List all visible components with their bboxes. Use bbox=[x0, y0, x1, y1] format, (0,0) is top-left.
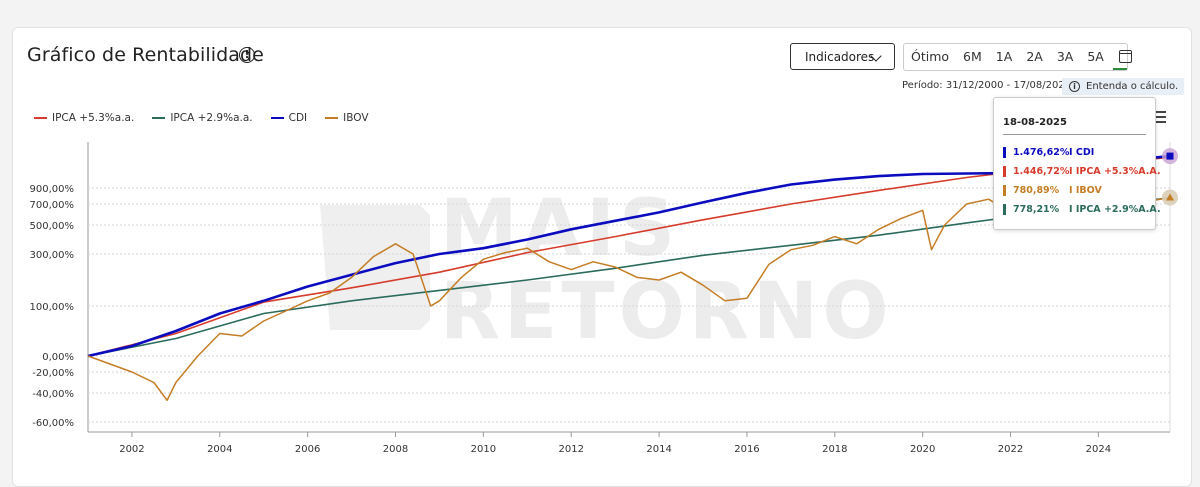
y-tick-label: -20,00% bbox=[32, 368, 74, 379]
tooltip-value: 780,89% bbox=[1013, 185, 1060, 196]
y-tick-label: 500,00% bbox=[30, 221, 75, 232]
tooltip-date: 18-08-2025 bbox=[1003, 117, 1067, 128]
x-tick-label: 2018 bbox=[822, 444, 847, 455]
watermark-text: RETORNO bbox=[440, 267, 893, 357]
tooltip-value: 1.476,62% bbox=[1013, 147, 1070, 158]
page-title: Gráfico de Rentabilidade bbox=[27, 44, 264, 66]
series-lines bbox=[87, 154, 1171, 402]
y-tick-label: 700,00% bbox=[30, 200, 75, 211]
period-otimo[interactable]: Ótimo bbox=[911, 49, 950, 64]
series-line-ipca-2-9-a-a- bbox=[87, 197, 1171, 357]
ibov-end-marker bbox=[1166, 193, 1174, 201]
period-1a[interactable]: 1A bbox=[995, 49, 1013, 64]
tooltip-row: 778,21% I IPCA +2.9%A.A. bbox=[1003, 204, 1161, 215]
entenda-label: Entenda o cálculo. bbox=[1086, 81, 1179, 92]
tooltip-swatch bbox=[1003, 166, 1006, 177]
tooltip-label: I IBOV bbox=[1069, 185, 1102, 196]
period-selector: Ótimo 6M 1A 2A 3A 5A bbox=[903, 43, 1132, 71]
y-tick-label: -40,00% bbox=[32, 389, 74, 400]
tooltip-value: 778,21% bbox=[1013, 204, 1060, 215]
legend-label: IPCA +5.3%a.a. bbox=[52, 112, 135, 124]
watermark-text: MAIS bbox=[440, 184, 679, 274]
tooltip-row: 1.476,62% I CDI bbox=[1003, 147, 1094, 158]
y-tick-label: 300,00% bbox=[30, 250, 75, 261]
tooltip-label: I IPCA +5.3%A.A. bbox=[1069, 166, 1161, 177]
calendar-icon[interactable] bbox=[1112, 44, 1132, 70]
x-tick-label: 2016 bbox=[734, 444, 759, 455]
tooltip-value: 1.446,72% bbox=[1013, 166, 1070, 177]
legend-label: IBOV bbox=[343, 112, 369, 124]
tooltip-swatch bbox=[1003, 204, 1006, 215]
x-tick-label: 2006 bbox=[295, 444, 320, 455]
tooltip-swatch bbox=[1003, 185, 1006, 196]
tooltip-divider bbox=[1003, 134, 1146, 135]
chart-legend: IPCA +5.3%a.a. IPCA +2.9%a.a. CDI IBOV bbox=[34, 112, 387, 124]
tooltip-label: I CDI bbox=[1069, 147, 1095, 158]
info-icon[interactable]: ! bbox=[239, 47, 255, 63]
x-axis: 2002 2004 2006 2008 2010 2012 2014 2016 2018 2020… bbox=[119, 432, 1111, 455]
x-tick-label: 2010 bbox=[471, 444, 496, 455]
periodo-text: Período: 31/12/2000 - 17/08/2025 bbox=[902, 80, 1072, 91]
x-tick-label: 2012 bbox=[559, 444, 584, 455]
legend-item-ipca53[interactable]: IPCA +5.3%a.a. bbox=[34, 112, 134, 124]
period-3a[interactable]: 3A bbox=[1056, 49, 1074, 64]
cdi-end-marker bbox=[1166, 152, 1174, 160]
legend-swatch bbox=[270, 117, 284, 119]
series-line-ibov bbox=[87, 196, 1171, 402]
x-tick-label: 2014 bbox=[646, 444, 671, 455]
legend-swatch bbox=[34, 117, 47, 119]
entenda-calculo-link[interactable]: i Entenda o cálculo. bbox=[1062, 78, 1185, 95]
chart-tooltip: 18-08-2025 1.476,62% I CDI 1.446,72% I IPC… bbox=[993, 97, 1161, 230]
tooltip-row: 1.446,72% I IPCA +5.3%A.A. bbox=[1003, 166, 1161, 177]
x-tick-label: 2022 bbox=[998, 444, 1023, 455]
x-tick-label: 2008 bbox=[383, 444, 408, 455]
legend-item-ipca29[interactable]: IPCA +2.9%a.a. bbox=[152, 112, 253, 124]
period-6m[interactable]: 6M bbox=[963, 49, 982, 64]
period-5a[interactable]: 5A bbox=[1087, 49, 1104, 64]
legend-label: IPCA +2.9%a.a. bbox=[170, 112, 253, 124]
grid bbox=[87, 142, 1171, 433]
legend-label: CDI bbox=[288, 112, 308, 124]
x-tick-label: 2024 bbox=[1086, 444, 1111, 455]
y-tick-label: -60,00% bbox=[32, 418, 74, 429]
y-axis: 900,00% 700,00% 500,00% 300,00% 100,00% 0,00%… bbox=[30, 184, 75, 429]
info-circle-icon: i bbox=[1069, 81, 1080, 92]
tooltip-label: I IPCA +2.9%A.A. bbox=[1069, 204, 1161, 215]
tooltip-row: 780,89% I IBOV bbox=[1003, 185, 1102, 196]
tooltip-swatch bbox=[1003, 147, 1006, 158]
x-tick-label: 2020 bbox=[910, 444, 935, 455]
indicadores-label: Indicadores bbox=[805, 49, 875, 64]
y-tick-label: 100,00% bbox=[30, 302, 75, 313]
series-end-markers bbox=[1162, 148, 1178, 206]
x-tick-label: 2002 bbox=[119, 444, 144, 455]
legend-item-cdi[interactable]: CDI bbox=[270, 112, 308, 124]
y-tick-label: 900,00% bbox=[30, 184, 75, 195]
y-tick-label: 0,00% bbox=[42, 352, 74, 363]
hamburger-menu-icon[interactable] bbox=[1154, 111, 1166, 126]
legend-swatch bbox=[152, 117, 166, 119]
x-tick-label: 2004 bbox=[207, 444, 232, 455]
legend-swatch bbox=[325, 117, 339, 119]
indicadores-dropdown[interactable]: Indicadores bbox=[790, 43, 895, 70]
legend-item-ibov[interactable]: IBOV bbox=[325, 112, 369, 124]
period-2a[interactable]: 2A bbox=[1026, 49, 1043, 64]
series-line-cdi bbox=[87, 154, 1171, 358]
